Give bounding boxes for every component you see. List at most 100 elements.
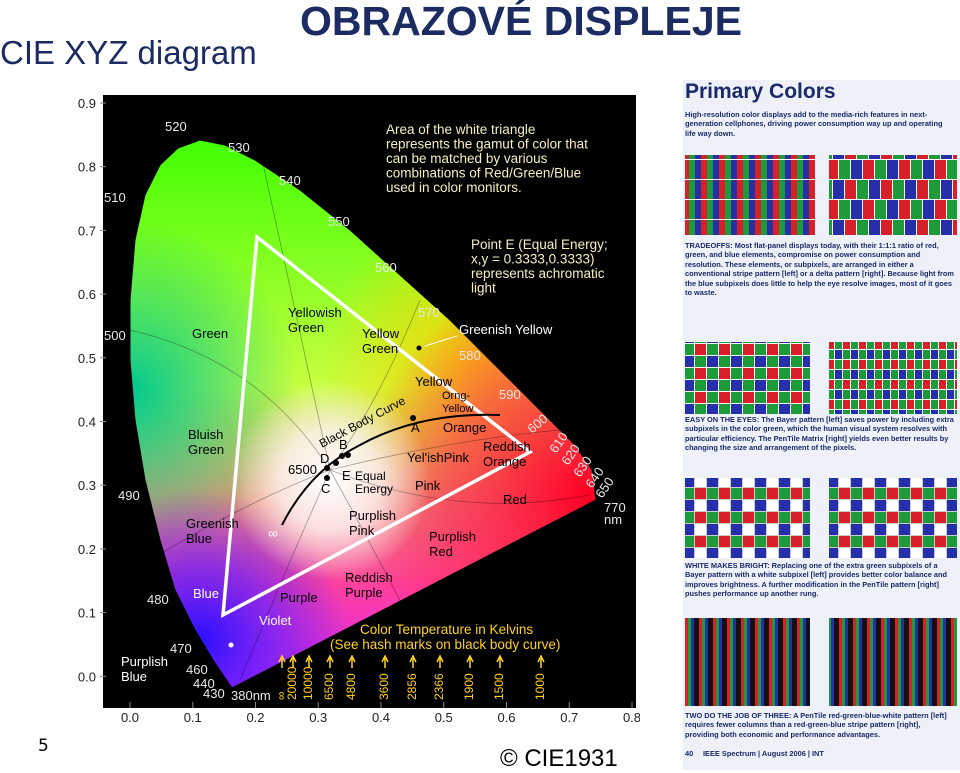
region-label: Yellow — [415, 374, 453, 389]
wavelength-label: 380nm — [231, 688, 271, 703]
region-label: Orange — [443, 420, 486, 435]
temperature-label: 4800 — [344, 673, 358, 700]
temperature-arrow — [278, 654, 286, 668]
caption-text: Replacing one of the extra green subpixe… — [685, 561, 948, 599]
marker — [228, 642, 234, 648]
temperature-arrow — [326, 654, 334, 668]
gamut-note: used in color monitors. — [386, 180, 522, 195]
caption: WHITE MAKES BRIGHT: Replacing one of the… — [685, 561, 955, 599]
region-label: Yel'ishPink — [407, 450, 469, 465]
point-label: C — [321, 481, 330, 496]
magazine-footer: IEEE Spectrum | August 2006 | INT — [703, 749, 824, 758]
y-tick-label: 0.3 — [78, 478, 96, 493]
wavelength-label: 430 — [203, 686, 225, 701]
region-label: Orange — [483, 454, 526, 469]
region-label: Pink — [349, 523, 375, 538]
region-label: Red — [503, 492, 527, 507]
pointer-line — [424, 335, 458, 347]
region-label: Red — [429, 544, 453, 559]
x-tick-label: 0.6 — [497, 710, 515, 725]
wavelength-label: 440 — [193, 676, 215, 691]
caption-text: A PenTile red-green-blue-white pattern [… — [685, 711, 947, 739]
wavelength-label: 530 — [228, 140, 250, 155]
temperature-note: Color Temperature in Kelvins — [360, 622, 533, 637]
magazine-page-number: 40 — [685, 749, 694, 758]
region-label: Purplish — [429, 529, 476, 544]
credit: © CIE1931 — [500, 745, 618, 772]
caption-lead: EASY ON THE EYES: — [685, 415, 760, 424]
x-tick-label: 0.1 — [184, 710, 202, 725]
y-tick-label: 0.2 — [78, 542, 96, 557]
x-tick-label: 0.2 — [246, 710, 264, 725]
point-label: A — [411, 420, 420, 435]
region-label: Blue — [193, 586, 219, 601]
magazine-page: Primary Colors High-resolution color dis… — [683, 80, 960, 770]
temperature-arrow — [348, 654, 356, 668]
region-label: Greenish Yellow — [459, 322, 553, 337]
point-e-note: x,y = 0.3333,0.3333) — [471, 252, 594, 267]
region-label: Green — [192, 326, 228, 341]
slide-title: OBRAZOVÉ DISPLEJE — [300, 0, 742, 44]
gamut-triangle — [220, 233, 534, 619]
region-label: Yellow — [442, 403, 473, 415]
temperature-arrow — [409, 654, 417, 668]
caption-text: Most flat-panel displays today, with the… — [685, 241, 954, 298]
wavelength-label: 570 — [418, 305, 440, 320]
caption-lead: TWO DO THE JOB OF THREE: — [685, 711, 792, 720]
page-number: 5 — [38, 736, 49, 756]
wavelength-label: 480 — [147, 592, 169, 607]
pixel-patterns — [685, 155, 957, 706]
wavelength-label: 470 — [170, 641, 192, 656]
caption: EASY ON THE EYES: The Bayer pattern [lef… — [685, 415, 955, 453]
region-label: Pink — [415, 478, 441, 493]
temperature-arrow — [305, 654, 313, 668]
temperature-label: 1000 — [533, 673, 547, 700]
temperature-arrow — [289, 654, 297, 668]
temperature-note: (See hash marks on black body curve) — [330, 637, 560, 652]
temperature-arrow — [537, 654, 545, 668]
y-tick-label: 0.6 — [78, 287, 96, 302]
temperature-label: 1900 — [462, 673, 476, 700]
wavelength-label: 540 — [279, 173, 301, 188]
point-e-note: represents achromatic — [471, 266, 605, 281]
equal-energy-label: Equal — [355, 469, 386, 483]
caption-lead: WHITE MAKES BRIGHT: — [685, 561, 770, 570]
temperature-label: 3600 — [377, 673, 391, 700]
temperature-label: 10000 — [301, 666, 315, 700]
y-tick-label: 0.7 — [78, 223, 96, 238]
region-label: Green — [188, 442, 224, 457]
region-label: Purplish — [349, 508, 396, 523]
y-tick-label: 0.9 — [78, 96, 96, 111]
curve-points — [324, 345, 422, 481]
x-tick-label: 0.8 — [623, 710, 640, 725]
temperature-label: 2856 — [405, 673, 419, 700]
region-label: Bluish — [188, 427, 223, 442]
wavelength-label: 770 — [604, 500, 626, 515]
cie-diagram: 0.9 0.8 0.7 0.6 0.5 0.4 0.3 0.2 0.1 0.0 0.0 0.1 0.2 0… — [78, 95, 640, 725]
magazine-title: Primary Colors — [685, 80, 836, 103]
region-label: Blue — [121, 669, 147, 684]
caption-text: The Bayer pattern [left] saves power by … — [685, 415, 954, 453]
wavelength-label: 490 — [118, 488, 140, 503]
caption-lead: TRADEOFFS: — [685, 241, 733, 250]
region-label: Yellowish — [288, 305, 342, 320]
temperature-arrow — [381, 654, 389, 668]
wavelength-label: 580 — [459, 348, 481, 363]
x-tick-label: 0.5 — [435, 710, 453, 725]
point-label: E — [342, 468, 351, 483]
temperature-label: ∞ — [274, 691, 288, 700]
region-label: Purple — [280, 590, 318, 605]
point-e-note: light — [471, 281, 496, 296]
region-label: Orng- — [442, 390, 470, 402]
wavelength-label: 560 — [375, 260, 397, 275]
y-tick-label: 0.8 — [78, 160, 96, 175]
point-e-note: Point E (Equal Energy; — [471, 237, 608, 252]
region-label: Green — [288, 320, 324, 335]
wavelength-label: 520 — [165, 119, 187, 134]
x-tick-label: 0.4 — [372, 710, 390, 725]
wavelength-label: 500 — [104, 328, 126, 343]
y-tick-label: 0.4 — [78, 415, 96, 430]
gamut-note: can be matched by various — [386, 151, 548, 166]
x-tick-label: 0.0 — [121, 710, 139, 725]
